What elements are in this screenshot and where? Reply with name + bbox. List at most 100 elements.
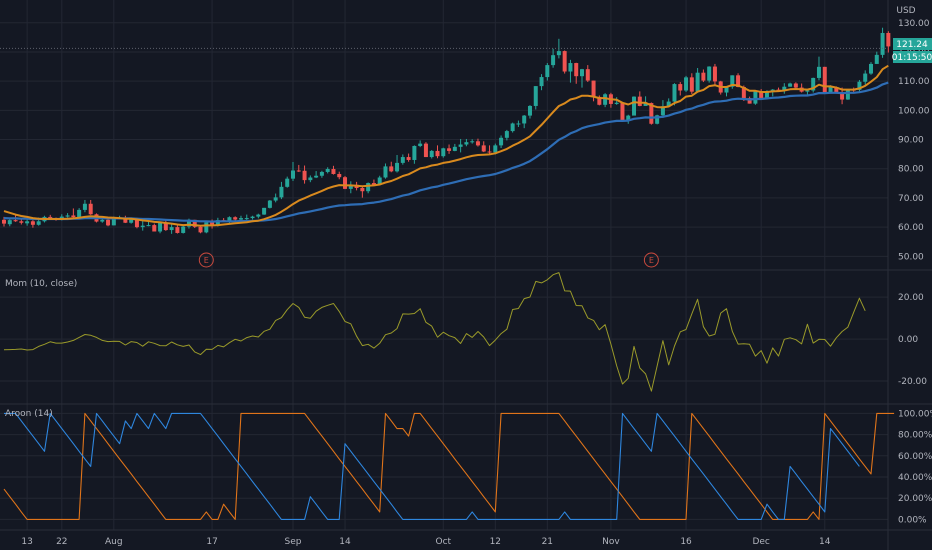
candle-body [400,157,405,163]
candle-body [857,81,862,90]
candle-body [48,216,53,219]
candle-body [163,222,168,231]
candle-body [551,55,556,66]
candle-body [487,151,492,153]
candle-body [186,219,191,227]
candle-body [140,225,145,228]
last-price-badge [893,38,932,50]
y-tick-label: 20.00% [898,494,932,504]
candle-body [146,225,151,227]
candle-body [707,66,712,81]
aroon-title: Aroon (14) [5,409,53,419]
candle-body [730,75,735,87]
ema-slow-line [3,81,889,223]
candle-body [192,219,197,227]
candle-body [111,218,116,226]
aroon-pane[interactable] [3,412,895,520]
aroon-up-line [3,412,895,520]
candle-body [30,221,35,225]
candle-body [181,226,186,233]
candle-body [389,166,394,172]
candle-body [597,96,602,105]
y-tick-label: 40.00% [898,473,932,483]
countdown-label: 01:15:50 [892,53,932,63]
candle-body [198,226,203,233]
labels-layer: 121.24 01:15:50 [892,38,932,63]
candle-body [7,220,12,225]
candle-body [343,177,348,189]
candle-body [441,148,446,157]
candle-body [383,166,388,178]
earnings-marker-label: E [204,256,209,265]
x-tick-label: Sep [285,537,302,547]
candle-body [134,219,139,228]
candle-body [591,80,596,97]
y-tick-label: 70.00 [898,194,924,204]
candle-body [77,209,82,218]
candle-body [65,215,70,217]
candle-body [759,91,764,99]
candle-body [880,32,885,55]
candle-body [106,219,111,226]
candle-body [684,77,689,91]
candle-body [244,218,249,220]
candle-body [585,69,590,81]
y-tick-label: 0.00 [898,335,918,345]
candle-body [574,63,579,77]
candle-body [360,188,365,192]
candle-body [210,222,215,226]
candle-body [319,171,324,176]
candle-body [82,203,87,210]
candle-body [123,218,128,223]
candle-body [828,86,833,93]
candle-body [527,105,532,116]
momentum-pane[interactable] [3,272,866,392]
candle-body [556,51,561,56]
y-tick-label: 60.00 [898,223,924,233]
candle-body [435,150,440,157]
candle-body [764,91,769,99]
ema-fast-line [3,64,889,227]
y-tick-label: 100.00 [898,106,930,116]
candle-body [620,102,625,121]
candle-body [805,90,810,92]
candle-body [238,218,243,220]
candle-body [816,66,821,78]
candle-body [533,86,538,106]
y-tick-label: -20.00 [898,377,927,387]
candle-body [267,200,272,208]
y-tick-label: 60.00% [898,452,932,462]
candle-body [747,98,752,104]
x-tick-label: 22 [56,537,67,547]
axis-layer: USD Mom (10, close) Aroon (14) 50.00 60.0… [5,6,932,547]
candle-body [406,157,411,160]
candle-body [834,86,839,93]
candle-body [464,142,469,145]
candle-body [412,145,417,160]
y-tick-label: 110.00 [898,77,930,87]
y-tick-label: 90.00 [898,136,924,146]
last-price-label: 121.24 [896,40,928,50]
candle-body [562,51,567,72]
x-tick-label: 14 [339,537,351,547]
candle-body [603,94,608,105]
x-tick-label: Nov [602,537,620,547]
aroon-down-line [4,412,860,520]
candle-body [169,227,174,231]
candle-body [470,141,475,143]
candle-body [666,101,671,107]
candle-body [493,145,498,153]
candle-body [19,221,24,223]
candle-body [227,217,232,222]
y-tick-label: 0.00% [898,515,927,525]
candle-body [869,63,873,74]
candle-body [325,169,330,172]
candle-body [481,145,486,152]
candle-body [568,63,573,72]
candle-body [308,177,313,181]
candle-body [395,162,400,172]
candle-body [475,141,480,146]
